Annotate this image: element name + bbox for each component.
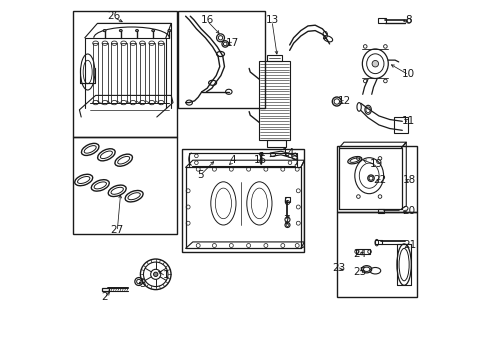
Text: 18: 18: [403, 175, 416, 185]
Text: 17: 17: [226, 38, 239, 48]
Text: 23: 23: [333, 263, 346, 273]
Ellipse shape: [153, 272, 158, 276]
Text: 12: 12: [338, 96, 351, 106]
Bar: [158, 43, 164, 103]
Bar: [337, 146, 417, 212]
Bar: [356, 249, 370, 254]
Text: 27: 27: [111, 225, 124, 235]
Bar: [140, 43, 145, 103]
Text: 8: 8: [406, 15, 412, 25]
Text: 26: 26: [107, 11, 120, 21]
Text: 7: 7: [283, 215, 290, 225]
Bar: [394, 117, 409, 133]
Bar: [267, 140, 286, 147]
Bar: [378, 18, 386, 23]
Text: 22: 22: [373, 175, 387, 185]
Bar: [378, 209, 384, 213]
Bar: [285, 197, 290, 202]
Bar: [93, 43, 98, 103]
Bar: [267, 55, 282, 61]
Bar: [73, 11, 176, 137]
Text: 6: 6: [283, 197, 290, 207]
Bar: [375, 240, 382, 244]
Bar: [130, 43, 136, 103]
Text: 24: 24: [354, 249, 367, 259]
Bar: [149, 43, 155, 103]
Bar: [102, 43, 108, 103]
Text: 25: 25: [354, 267, 367, 277]
Ellipse shape: [152, 30, 155, 32]
Text: 14: 14: [282, 148, 295, 158]
Bar: [111, 43, 117, 103]
Bar: [102, 288, 109, 291]
Bar: [73, 137, 176, 234]
Text: 13: 13: [266, 15, 279, 25]
Text: 16: 16: [200, 15, 214, 25]
Bar: [337, 212, 417, 297]
Text: 11: 11: [402, 116, 416, 126]
Text: 4: 4: [229, 155, 236, 165]
Text: 5: 5: [196, 170, 203, 180]
Ellipse shape: [372, 60, 379, 67]
Text: 19: 19: [370, 159, 383, 169]
Ellipse shape: [136, 30, 139, 32]
Text: 9: 9: [321, 31, 327, 41]
Ellipse shape: [120, 30, 122, 32]
Text: 1: 1: [163, 270, 169, 280]
Bar: [178, 11, 265, 108]
Bar: [259, 61, 290, 140]
Text: 20: 20: [402, 206, 416, 216]
Bar: [121, 43, 126, 103]
Ellipse shape: [103, 30, 106, 32]
Text: 2: 2: [101, 292, 108, 302]
Ellipse shape: [168, 30, 171, 32]
Text: 3: 3: [139, 279, 146, 289]
Text: 15: 15: [254, 155, 267, 165]
Text: 21: 21: [403, 240, 416, 250]
Bar: [182, 149, 304, 252]
Text: 10: 10: [402, 69, 416, 79]
